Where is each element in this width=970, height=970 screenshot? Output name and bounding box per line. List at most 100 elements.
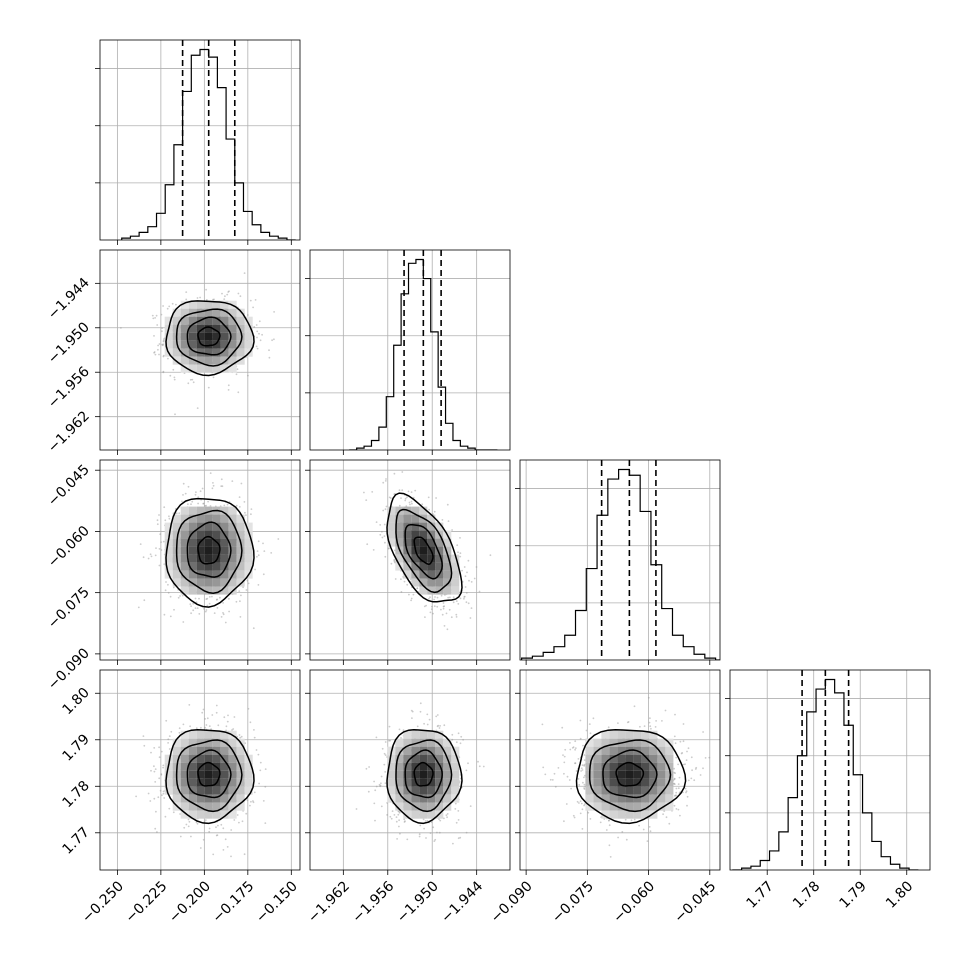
density-cell — [180, 356, 189, 365]
sample-point — [452, 842, 454, 845]
sample-point — [162, 766, 165, 769]
density-cell — [180, 770, 189, 779]
density-cell — [172, 316, 181, 325]
sample-point — [401, 489, 404, 492]
sample-point — [243, 853, 246, 856]
sample-point — [469, 805, 472, 807]
sample-point — [167, 357, 169, 360]
sample-point — [451, 529, 453, 531]
sample-point — [173, 378, 176, 381]
y-tick-label: −1.962 — [45, 408, 93, 456]
density-cell — [212, 770, 221, 779]
sample-point — [431, 605, 433, 608]
sample-point — [237, 292, 240, 295]
sample-point — [162, 305, 165, 307]
sample-point — [406, 496, 408, 499]
sample-point — [147, 792, 150, 795]
sample-point — [168, 515, 170, 518]
density-cell — [220, 554, 229, 563]
histogram-panel-2 — [515, 459, 721, 665]
sample-point — [238, 496, 241, 498]
sample-point — [190, 503, 192, 506]
sample-point — [174, 413, 176, 416]
sample-point — [195, 491, 197, 494]
sample-point — [187, 485, 190, 488]
density-cell — [435, 538, 444, 547]
sample-point — [147, 557, 150, 560]
sample-point — [160, 313, 163, 316]
density-cell — [228, 506, 237, 515]
density-cell — [204, 730, 213, 739]
sample-point — [216, 607, 219, 609]
sample-point — [228, 290, 230, 293]
sample-point — [235, 504, 238, 507]
density-cell — [236, 348, 245, 357]
sample-point — [355, 808, 358, 810]
sample-point — [168, 517, 171, 520]
density-cell — [443, 554, 452, 563]
density-cell — [204, 778, 213, 787]
sample-point — [410, 599, 412, 602]
sample-point — [167, 738, 170, 741]
sample-point — [191, 378, 194, 381]
sample-point — [179, 835, 182, 838]
sample-point — [452, 601, 455, 604]
density-cell — [180, 514, 189, 523]
density-cell — [236, 802, 245, 811]
sample-point — [393, 561, 396, 563]
sample-point — [457, 810, 460, 812]
sample-point — [391, 810, 394, 812]
sample-point — [204, 610, 207, 613]
sample-point — [398, 489, 401, 492]
density-cell — [164, 770, 173, 779]
sample-point — [240, 735, 243, 738]
sample-point — [383, 763, 386, 766]
sample-point — [173, 376, 176, 379]
sample-point — [215, 599, 218, 601]
sample-point — [398, 728, 401, 731]
sample-point — [256, 330, 259, 333]
sample-point — [462, 738, 464, 741]
sample-point — [433, 598, 435, 601]
sample-point — [258, 332, 260, 335]
sample-point — [189, 725, 192, 728]
density-cell — [204, 586, 213, 595]
sample-point — [264, 785, 267, 788]
density-cell — [180, 522, 189, 531]
density-cell — [196, 324, 205, 333]
sample-point — [259, 761, 262, 764]
density-cell — [395, 530, 404, 539]
sample-point — [478, 765, 481, 768]
sample-point — [435, 497, 437, 499]
density-cell — [172, 794, 181, 803]
density-cell — [443, 546, 452, 555]
sample-point — [419, 824, 422, 827]
density-cell — [196, 530, 205, 539]
density-cell — [419, 538, 428, 547]
sample-point — [426, 819, 429, 822]
sample-point — [209, 472, 212, 474]
density-cell — [244, 546, 253, 555]
density-cell — [204, 762, 213, 771]
density-cell — [188, 762, 197, 771]
sample-point — [233, 819, 236, 821]
sample-point — [172, 811, 175, 814]
sample-point — [404, 820, 406, 823]
density-cell — [427, 514, 436, 523]
density-cell — [236, 514, 245, 523]
sample-point — [169, 374, 172, 377]
density-cell — [188, 810, 197, 819]
sample-point — [365, 499, 368, 501]
density-cell — [188, 586, 197, 595]
sample-point — [379, 533, 382, 536]
density-cell — [451, 562, 460, 571]
sample-point — [454, 808, 457, 810]
sample-point — [190, 605, 193, 607]
density-cell — [236, 316, 245, 325]
sample-point — [386, 814, 388, 816]
density-cell — [443, 562, 452, 571]
density-cell — [204, 530, 213, 539]
sample-point — [467, 602, 470, 605]
density-cell — [220, 730, 229, 739]
sample-point — [235, 600, 238, 603]
